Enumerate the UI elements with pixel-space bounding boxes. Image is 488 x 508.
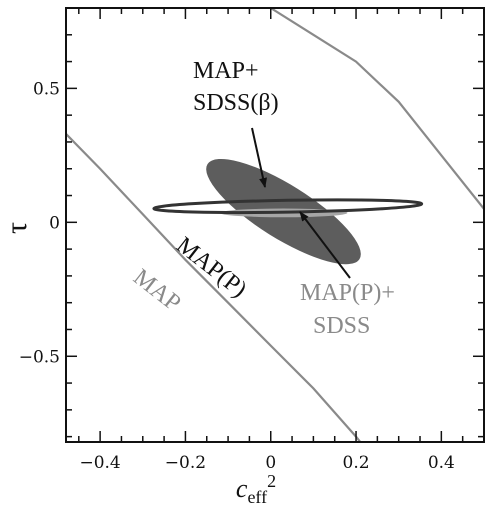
map-sdss-beta-label-line1: MAP+: [193, 58, 259, 84]
y-tick-label: 0.5: [33, 79, 60, 99]
x-tick-label: −0.2: [165, 453, 206, 473]
plot-frame: [65, 7, 485, 443]
map-p-ellipse: [152, 198, 424, 215]
map-p-label: MAP(P): [171, 232, 251, 303]
map-contour-lower-edge: [66, 133, 362, 442]
y-tick-label: −0.5: [19, 347, 60, 367]
map-p-sdss-label-line1: MAP(P)+: [300, 280, 395, 306]
map-sdss-beta-label-line2: SDSS(β): [193, 90, 279, 116]
map-sdss-beta-arrow: [251, 127, 267, 188]
y-tick-label: 0: [49, 213, 60, 233]
x-axis-label: ceff2: [236, 471, 276, 507]
x-axis-label-subscript: eff: [247, 487, 267, 507]
map-p-sdss-label-line2: SDSS: [313, 313, 370, 339]
x-tick-label: −0.4: [79, 453, 120, 473]
x-tick-label: 0.2: [343, 453, 370, 473]
map-p-sdss-arrow: [299, 211, 351, 279]
axis-ticks: −0.4 −0.2 0 0.2 0.4 −0.5 0 0.5: [19, 7, 485, 473]
x-axis-label-superscript: 2: [267, 471, 276, 491]
x-axis-label-main: c: [236, 474, 248, 503]
x-tick-label: 0: [265, 453, 276, 473]
x-tick-label: 0.4: [428, 453, 455, 473]
y-axis-label: τ: [0, 222, 33, 234]
map-contour-upper-edge: [270, 8, 484, 210]
plot-area: [66, 8, 484, 442]
map-label: MAP: [128, 264, 185, 317]
